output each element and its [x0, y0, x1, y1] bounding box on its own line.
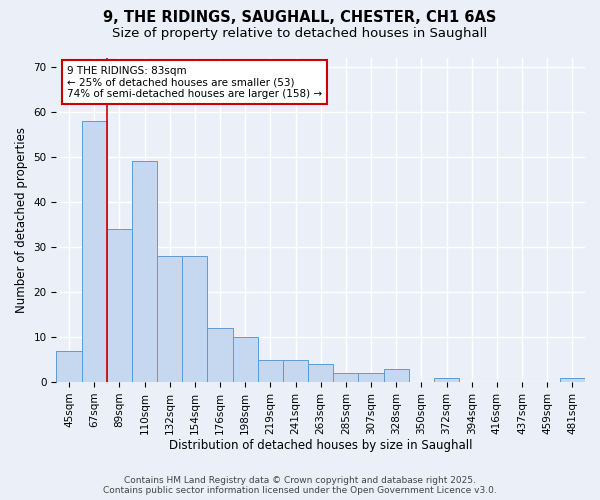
Bar — [358, 373, 383, 382]
Bar — [560, 378, 585, 382]
Text: 9, THE RIDINGS, SAUGHALL, CHESTER, CH1 6AS: 9, THE RIDINGS, SAUGHALL, CHESTER, CH1 6… — [103, 10, 497, 25]
Bar — [208, 328, 233, 382]
Text: Size of property relative to detached houses in Saughall: Size of property relative to detached ho… — [112, 28, 488, 40]
X-axis label: Distribution of detached houses by size in Saughall: Distribution of detached houses by size … — [169, 440, 472, 452]
Text: Contains HM Land Registry data © Crown copyright and database right 2025.
Contai: Contains HM Land Registry data © Crown c… — [103, 476, 497, 495]
Bar — [182, 256, 208, 382]
Text: 9 THE RIDINGS: 83sqm
← 25% of detached houses are smaller (53)
74% of semi-detac: 9 THE RIDINGS: 83sqm ← 25% of detached h… — [67, 66, 322, 99]
Bar — [308, 364, 333, 382]
Bar — [157, 256, 182, 382]
Bar — [82, 120, 107, 382]
Y-axis label: Number of detached properties: Number of detached properties — [15, 127, 28, 313]
Bar — [283, 360, 308, 382]
Bar — [107, 229, 132, 382]
Bar — [56, 350, 82, 382]
Bar — [258, 360, 283, 382]
Bar — [383, 368, 409, 382]
Bar — [132, 161, 157, 382]
Bar — [333, 373, 358, 382]
Bar — [233, 337, 258, 382]
Bar — [434, 378, 459, 382]
